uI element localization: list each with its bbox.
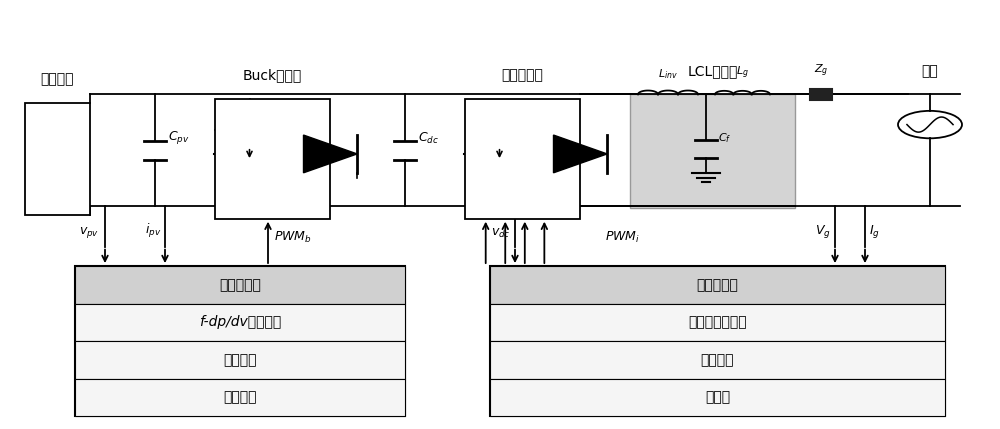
Text: $Z_g$: $Z_g$: [814, 63, 828, 79]
Bar: [490, 266, 945, 304]
Bar: [630, 94, 795, 208]
Text: $L_g$: $L_g$: [736, 64, 749, 81]
Text: 光伏面板: 光伏面板: [41, 73, 74, 86]
Text: $I_g$: $I_g$: [869, 223, 880, 240]
Text: Buck变流器: Buck变流器: [243, 68, 302, 82]
Text: 电网: 电网: [922, 64, 938, 78]
Text: $v_{dc}$: $v_{dc}$: [491, 227, 511, 240]
Text: 电网侧控制: 电网侧控制: [697, 278, 738, 292]
Bar: [75, 341, 405, 378]
Bar: [25, 103, 90, 214]
Text: 全桥逆变器: 全桥逆变器: [502, 68, 543, 82]
Polygon shape: [304, 135, 357, 173]
Text: $C_{pv}$: $C_{pv}$: [168, 129, 190, 146]
Text: $L_{inv}$: $L_{inv}$: [658, 67, 678, 81]
Text: 锁相环: 锁相环: [705, 390, 730, 405]
Text: 光伏侧控制: 光伏侧控制: [219, 278, 261, 292]
Bar: [75, 266, 405, 416]
Polygon shape: [554, 135, 607, 173]
Bar: [75, 266, 405, 304]
Text: $PWM_b$: $PWM_b$: [274, 230, 312, 245]
Text: 调度控制: 调度控制: [223, 353, 257, 367]
Bar: [810, 89, 832, 100]
Bar: [465, 99, 580, 219]
Bar: [215, 99, 330, 219]
Text: 直流侧电压控制: 直流侧电压控制: [688, 315, 747, 329]
Text: 电流控制: 电流控制: [701, 353, 734, 367]
Text: $PWM_i$: $PWM_i$: [605, 230, 640, 245]
Bar: [75, 378, 405, 416]
Text: 频率恢复: 频率恢复: [223, 390, 257, 405]
Text: $C_{dc}$: $C_{dc}$: [418, 131, 439, 146]
Text: $V_g$: $V_g$: [815, 223, 831, 240]
Bar: [490, 378, 945, 416]
Text: f-dp/dv下垂控制: f-dp/dv下垂控制: [199, 315, 281, 329]
Bar: [490, 266, 945, 416]
Text: $C_f$: $C_f$: [718, 131, 732, 145]
Text: $i_{pv}$: $i_{pv}$: [145, 222, 161, 240]
Bar: [490, 304, 945, 341]
Bar: [490, 341, 945, 378]
Text: $v_{pv}$: $v_{pv}$: [79, 225, 99, 240]
Bar: [75, 304, 405, 341]
Text: LCL滤波器: LCL滤波器: [687, 64, 738, 78]
